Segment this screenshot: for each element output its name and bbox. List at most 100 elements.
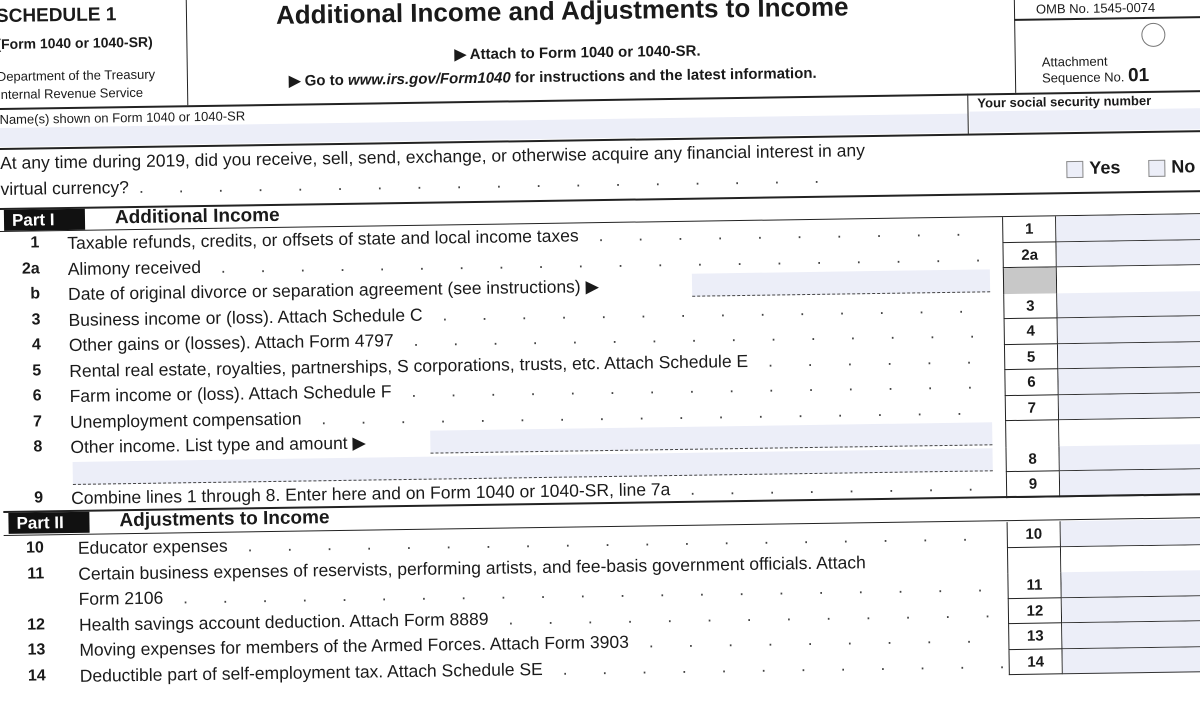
form-title: Additional Income and Adjustments to Inc… bbox=[276, 0, 849, 31]
line-number: 1 bbox=[0, 234, 39, 253]
line-box-number bbox=[1007, 547, 1061, 573]
amount-input-line-5[interactable] bbox=[1058, 341, 1200, 369]
line-box-number bbox=[1005, 420, 1059, 446]
part-1-title: Additional Income bbox=[115, 206, 280, 228]
amount-input-line-7[interactable] bbox=[1059, 392, 1200, 420]
line-text: Deductible part of self-employment tax. … bbox=[80, 658, 543, 685]
divider bbox=[1014, 0, 1017, 93]
divider bbox=[186, 0, 189, 105]
leader-dots: . . . . . . . . . . . . . . . . . . . . … bbox=[748, 346, 994, 371]
line-text: Alimony received bbox=[68, 257, 202, 279]
irs: Internal Revenue Service bbox=[0, 84, 156, 104]
line-number: b bbox=[0, 285, 40, 304]
line-number: 7 bbox=[2, 413, 42, 432]
agency: Department of the Treasury Internal Reve… bbox=[0, 66, 156, 104]
line-box-number: 1 bbox=[1002, 216, 1056, 242]
line-number: 3 bbox=[0, 311, 40, 330]
line-text: Farm income or (loss). Attach Schedule F bbox=[69, 381, 391, 406]
line-number bbox=[3, 464, 43, 465]
ssn-label: Your social security number bbox=[977, 93, 1151, 111]
part-1-tag: Part I bbox=[4, 209, 85, 231]
line-text: Other gains or (losses). Attach Form 479… bbox=[69, 330, 394, 355]
no-label: No bbox=[1171, 156, 1195, 176]
line-number: 2a bbox=[0, 260, 40, 279]
line-box-number: 12 bbox=[1008, 598, 1062, 624]
line-text: Educator expenses bbox=[78, 536, 228, 558]
goto-prefix: ▶ Go to bbox=[289, 72, 348, 90]
line-box-number: 7 bbox=[1005, 395, 1059, 421]
sequence-label: Sequence No. bbox=[1042, 69, 1125, 85]
line-text: Moving expenses for members of the Armed… bbox=[79, 632, 629, 660]
circle-icon bbox=[1141, 23, 1165, 47]
line-number: 4 bbox=[1, 336, 41, 355]
yes-label: Yes bbox=[1089, 157, 1120, 177]
line-box-number: 2a bbox=[1002, 242, 1056, 268]
leader-dots: . . . . . . . . . . . . . . . . . . . . … bbox=[629, 625, 1005, 652]
line-number: 5 bbox=[1, 362, 41, 381]
attach-instruction: ▶ Attach to Form 1040 or 1040-SR. bbox=[454, 42, 700, 64]
line-text: Health savings account deduction. Attach… bbox=[79, 608, 489, 634]
schedule-label: SCHEDULE 1 bbox=[0, 4, 116, 28]
line-box-number: 8 bbox=[1005, 446, 1059, 472]
line-box-number bbox=[1003, 267, 1057, 293]
amount-input-line-10[interactable] bbox=[1061, 518, 1200, 546]
line-box-number: 5 bbox=[1004, 344, 1058, 370]
line-box-number: 11 bbox=[1007, 572, 1061, 598]
leader-dots: . . . . . . . . . . . . . . . . . . . . … bbox=[488, 600, 1004, 629]
line-number bbox=[4, 590, 44, 591]
line-number: 14 bbox=[6, 667, 46, 686]
line-number: 6 bbox=[1, 387, 41, 406]
line-text: Form 2106 bbox=[78, 588, 163, 609]
form-reference: (Form 1040 or 1040-SR) bbox=[0, 34, 153, 52]
amount-input-line-8[interactable] bbox=[1059, 443, 1200, 471]
line-text: Unemployment compensation bbox=[70, 408, 302, 431]
amount-input-line-11[interactable] bbox=[1061, 569, 1200, 597]
amount-input-line-12[interactable] bbox=[1062, 595, 1200, 623]
amount-input-line-13[interactable] bbox=[1062, 620, 1200, 648]
question-line-2: virtual currency? bbox=[0, 174, 129, 202]
line-box-number: 4 bbox=[1004, 318, 1058, 344]
line-number: 13 bbox=[5, 641, 45, 660]
amount-spacer bbox=[1059, 417, 1200, 445]
sequence-number: 01 bbox=[1128, 65, 1149, 86]
line-box-number: 3 bbox=[1003, 293, 1057, 319]
yes-checkbox[interactable] bbox=[1066, 161, 1083, 178]
line-box-number: 14 bbox=[1008, 649, 1062, 675]
irs-link[interactable]: www.irs.gov/Form1040 bbox=[348, 69, 511, 88]
part-2-tag: Part II bbox=[8, 512, 89, 534]
goto-instruction: ▶ Go to www.irs.gov/Form1040 for instruc… bbox=[289, 64, 817, 90]
amount-input-line-1[interactable] bbox=[1056, 214, 1200, 242]
yes-option[interactable]: Yes bbox=[1066, 157, 1120, 179]
no-checkbox[interactable] bbox=[1148, 159, 1165, 176]
ssn-input[interactable] bbox=[969, 107, 1200, 132]
line-number: 10 bbox=[4, 539, 44, 558]
amount-input-line-6[interactable] bbox=[1058, 366, 1200, 394]
line-number: 12 bbox=[5, 616, 45, 635]
amount-input-line-3[interactable] bbox=[1057, 290, 1200, 318]
amount-input-line-4[interactable] bbox=[1058, 315, 1200, 343]
line-text: Business income or (loss). Attach Schedu… bbox=[68, 304, 422, 329]
part-2-title: Adjustments to Income bbox=[119, 508, 329, 531]
amount-spacer bbox=[1057, 265, 1200, 293]
amount-spacer bbox=[1061, 544, 1200, 572]
leader-dots: . . . . . . . . . . . . . . . . . . . . … bbox=[543, 651, 1005, 679]
amount-input-line-14[interactable] bbox=[1062, 646, 1200, 674]
line-text: Other income. List type and amount ▶ bbox=[70, 433, 366, 457]
line-number: 8 bbox=[2, 438, 42, 457]
divorce-date-input[interactable] bbox=[692, 269, 990, 296]
line-number: 9 bbox=[3, 489, 43, 508]
line-text: Date of original divorce or separation a… bbox=[68, 276, 599, 304]
no-option[interactable]: No bbox=[1148, 156, 1195, 178]
line-box-number: 13 bbox=[1008, 623, 1062, 649]
line-box-number: 9 bbox=[1006, 471, 1060, 497]
line-number: 11 bbox=[4, 565, 44, 584]
amount-input-line-2a[interactable] bbox=[1056, 239, 1200, 267]
line-box-number: 10 bbox=[1007, 521, 1061, 547]
omb-number: OMB No. 1545-0074 bbox=[1036, 0, 1155, 17]
goto-suffix: for instructions and the latest informat… bbox=[511, 65, 817, 87]
leader-dots: . . . . . . . . . . . . . . . . . . . . … bbox=[670, 473, 996, 499]
line-box-number: 6 bbox=[1004, 369, 1058, 395]
department: Department of the Treasury bbox=[0, 66, 155, 86]
